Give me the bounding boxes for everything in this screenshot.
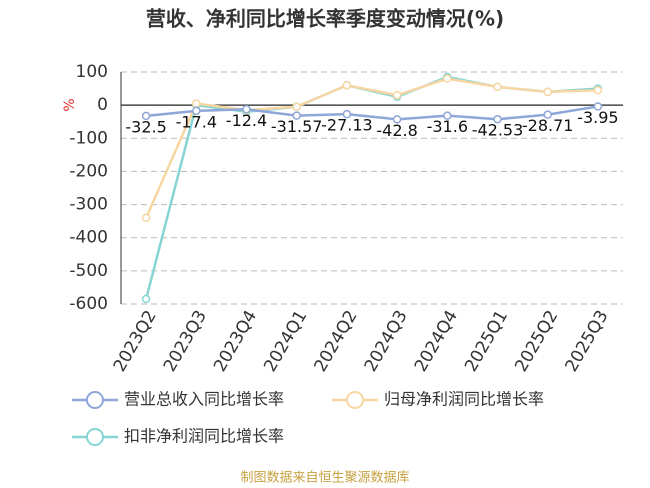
- x-tick-label: 2025Q1: [461, 307, 512, 375]
- point: [593, 102, 603, 111]
- point: [192, 106, 201, 116]
- y-tick-label: 100: [76, 62, 108, 82]
- point: [141, 111, 151, 121]
- point: [242, 105, 251, 114]
- x-tick-label: 2023Q4: [210, 307, 261, 375]
- point: [543, 110, 552, 119]
- x-tick-label: 2024Q4: [411, 307, 462, 375]
- point: [292, 111, 301, 120]
- x-tick-label: 2024Q1: [260, 307, 311, 375]
- y-tick-label: -600: [69, 294, 108, 314]
- point: [141, 213, 151, 223]
- data-label: -27.13: [321, 116, 373, 135]
- x-tick-label: 2024Q2: [311, 307, 362, 375]
- legend-label: 归母净利润同比增长率: [384, 390, 544, 409]
- chart-title: 营收、净利同比增长率季度变动情况(%): [146, 7, 504, 31]
- data-label: -31.57: [271, 117, 323, 136]
- y-tick-label: 0: [97, 95, 108, 115]
- y-tick-label: -500: [69, 261, 108, 281]
- data-label: -42.8: [376, 121, 417, 140]
- point: [192, 99, 201, 108]
- data-label: -12.4: [226, 111, 267, 130]
- data-label: -31.6: [427, 117, 468, 136]
- x-tick-label: 2023Q2: [110, 307, 161, 375]
- legend-marker: [86, 428, 104, 446]
- y-tick-label: -100: [69, 128, 108, 148]
- point: [342, 81, 352, 90]
- data-label: -28.71: [522, 116, 574, 135]
- series-line: [144, 77, 598, 219]
- x-tick-label: 2024Q3: [361, 307, 412, 375]
- legend-label: 扣非净利润同比增长率: [124, 427, 284, 446]
- y-tick-label: -200: [69, 161, 108, 181]
- y-tick-label: -300: [69, 195, 108, 215]
- data-label: -17.4: [176, 112, 217, 131]
- point: [593, 85, 603, 95]
- legend-label: 营业总收入同比增长率: [124, 390, 284, 409]
- point: [543, 87, 552, 97]
- source-note: 制图数据来自恒生聚源数据库: [240, 470, 409, 486]
- x-tick-label: 2025Q3: [562, 307, 613, 375]
- data-label: -42.53: [472, 121, 524, 140]
- data-label: -32.5: [125, 117, 166, 136]
- legend-marker: [86, 391, 104, 409]
- point: [342, 109, 352, 119]
- x-tick-label: 2023Q3: [160, 307, 211, 375]
- point: [493, 114, 502, 124]
- y-axis-label: %: [62, 98, 78, 111]
- series-line: [145, 105, 599, 121]
- legend-marker: [346, 391, 364, 409]
- data-label: -3.95: [577, 108, 618, 127]
- point: [141, 294, 151, 304]
- point: [443, 74, 452, 83]
- point: [292, 102, 301, 112]
- point: [443, 111, 452, 120]
- x-tick-label: 2025Q2: [511, 307, 562, 375]
- y-tick-label: -400: [69, 228, 108, 248]
- point: [493, 82, 502, 92]
- point: [392, 90, 402, 100]
- point: [392, 115, 402, 124]
